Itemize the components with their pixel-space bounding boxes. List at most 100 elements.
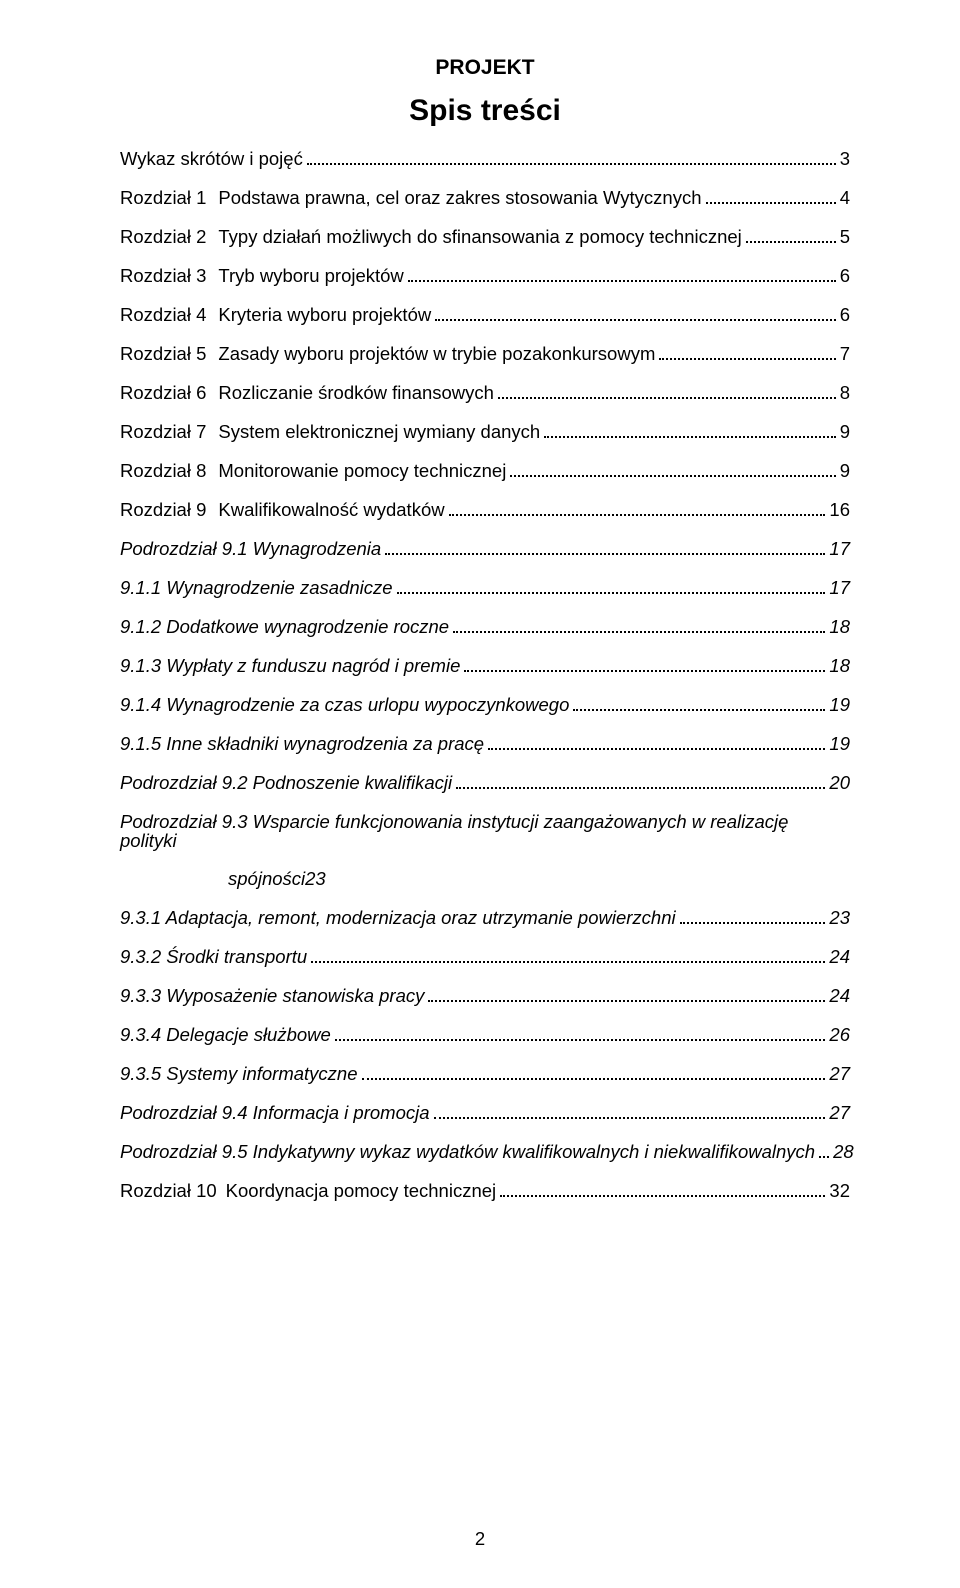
toc-page-number: 5 (840, 228, 850, 247)
toc-title: Spis treści (120, 94, 850, 128)
toc-entry: Rozdział 7 System elektronicznej wymiany … (120, 423, 850, 442)
toc-label: Rozliczanie środków finansowych (218, 384, 494, 403)
toc-entry: 9.1.2 Dodatkowe wynagrodzenie roczne 18 (120, 618, 850, 637)
toc-page-number: 4 (840, 189, 850, 208)
toc-leader (746, 231, 836, 243)
toc-label: System elektronicznej wymiany danych (218, 423, 540, 442)
toc-leader (456, 777, 825, 789)
toc-chapter: Rozdział 1 (120, 189, 206, 208)
toc-leader (408, 270, 836, 282)
toc-label: 9.3.5 Systemy informatyczne (120, 1065, 358, 1084)
toc-leader (498, 387, 836, 399)
toc-entry: Wykaz skrótów i pojęć 3 (120, 150, 850, 169)
toc-page-number: 9 (840, 462, 850, 481)
toc-leader (488, 738, 825, 750)
toc-entry: 9.3.2 Środki transportu24 (120, 948, 850, 967)
toc-page-number: 17 (829, 579, 850, 598)
toc-entry: 9.3.3 Wyposażenie stanowiska pracy 24 (120, 987, 850, 1006)
toc-leader (311, 950, 825, 962)
toc-leader (464, 660, 825, 672)
toc-page-number: 17 (829, 540, 850, 559)
toc-entry: Rozdział 8Monitorowanie pomocy techniczn… (120, 462, 850, 481)
toc-leader (500, 1184, 825, 1196)
toc-page-number: 7 (840, 345, 850, 364)
toc-page-number: 27 (829, 1104, 850, 1123)
toc-page-number: 24 (829, 948, 850, 967)
toc-label: 9.1.3 Wypłaty z funduszu nagród i premie (120, 657, 460, 676)
toc-leader (428, 989, 825, 1001)
toc-page-number: 27 (829, 1065, 850, 1084)
toc-page-number: 32 (829, 1182, 850, 1201)
toc-leader (335, 1028, 826, 1040)
toc-label: 9.3.1 Adaptacja, remont, modernizacja or… (120, 909, 676, 928)
toc-leader (362, 1067, 826, 1079)
toc-entry: 9.1.3 Wypłaty z funduszu nagród i premie… (120, 657, 850, 676)
toc-entry: 9.1.4 Wynagrodzenie za czas urlopu wypoc… (120, 696, 850, 715)
toc-leader (453, 621, 825, 633)
toc-leader (449, 504, 826, 516)
toc-page-number: 3 (840, 150, 850, 169)
toc-chapter: Rozdział 9 (120, 501, 206, 520)
toc-chapter: Rozdział 2 (120, 228, 206, 247)
toc-label: spójności (228, 870, 305, 889)
toc-page-number: 20 (829, 774, 850, 793)
toc-leader (706, 192, 836, 204)
toc-label: Podrozdział 9.5 Indykatywny wykaz wydatk… (120, 1143, 815, 1162)
toc-page-number: 24 (829, 987, 850, 1006)
toc-entry: Rozdział 6 Rozliczanie środków finansowyc… (120, 384, 850, 403)
toc-leader (385, 543, 825, 555)
toc-page-number: 23 (829, 909, 850, 928)
toc-entry: Rozdział 2 Typy działań możliwych do sfin… (120, 228, 850, 247)
page: PROJEKT Spis treści Wykaz skrótów i poję… (0, 0, 960, 1588)
toc-label: Wykaz skrótów i pojęć (120, 150, 303, 169)
toc-label: 9.1.4 Wynagrodzenie za czas urlopu wypoc… (120, 696, 569, 715)
toc-page-number: 26 (829, 1026, 850, 1045)
toc-entry: Rozdział 5 Zasady wyboru projektów w tryb… (120, 345, 850, 364)
toc-entry: Rozdział 1Podstawa prawna, cel oraz zakr… (120, 189, 850, 208)
toc-page-number: 18 (829, 657, 850, 676)
toc-page-number: 6 (840, 306, 850, 325)
toc-entry: Rozdział 4 Kryteria wyboru projektów 6 (120, 306, 850, 325)
toc-label: Zasady wyboru projektów w trybie pozakon… (218, 345, 655, 364)
toc-leader (510, 465, 835, 477)
page-number: 2 (0, 1528, 960, 1550)
toc-page-number: 6 (840, 267, 850, 286)
toc-leader (397, 582, 826, 594)
toc-entry: Podrozdział 9.2 Podnoszenie kwalifikacji… (120, 774, 850, 793)
toc-entry: 9.1.5 Inne składniki wynagrodzenia za pr… (120, 735, 850, 754)
toc-label: Kwalifikowalność wydatków (218, 501, 444, 520)
toc-leader (819, 1145, 829, 1157)
toc-entry: Rozdział 10Koordynacja pomocy techniczne… (120, 1182, 850, 1201)
toc-page-number: 9 (840, 423, 850, 442)
doc-header: PROJEKT (120, 56, 850, 80)
toc-label: Tryb wyboru projektów (218, 267, 403, 286)
toc-page-number: 28 (833, 1143, 854, 1162)
toc-page-number: 16 (829, 501, 850, 520)
toc-chapter: Rozdział 7 (120, 423, 206, 442)
toc-label: 9.1.1 Wynagrodzenie zasadnicze (120, 579, 393, 598)
toc-label: Koordynacja pomocy technicznej (226, 1182, 496, 1201)
toc-page-number: 8 (840, 384, 850, 403)
toc-entry: Podrozdział 9.5 Indykatywny wykaz wydatk… (120, 1143, 850, 1162)
toc-entry: 9.3.1 Adaptacja, remont, modernizacja or… (120, 909, 850, 928)
toc-page-number: 19 (829, 696, 850, 715)
toc-label: Podrozdział 9.4 Informacja i promocja (120, 1104, 430, 1123)
toc-leader (680, 911, 826, 923)
toc-chapter: Rozdział 5 (120, 345, 206, 364)
toc-leader (307, 153, 836, 165)
toc-entry: Podrozdział 9.1 Wynagrodzenia 17 (120, 540, 850, 559)
toc-label: 9.1.2 Dodatkowe wynagrodzenie roczne (120, 618, 449, 637)
toc-leader (434, 1106, 826, 1118)
toc-chapter: Rozdział 4 (120, 306, 206, 325)
toc-page-number: 18 (829, 618, 850, 637)
toc-label: Typy działań możliwych do sfinansowania … (218, 228, 741, 247)
toc-label: 9.3.3 Wyposażenie stanowiska pracy (120, 987, 424, 1006)
toc-label: Podrozdział 9.1 Wynagrodzenia (120, 540, 381, 559)
toc-entry: 9.1.1 Wynagrodzenie zasadnicze 17 (120, 579, 850, 598)
toc-chapter: Rozdział 6 (120, 384, 206, 403)
toc-label: Podrozdział 9.3 Wsparcie funkcjonowania … (120, 813, 850, 850)
toc-chapter: Rozdział 8 (120, 462, 206, 481)
toc-chapter: Rozdział 3 (120, 267, 206, 286)
toc-label: Kryteria wyboru projektów (218, 306, 431, 325)
toc-leader (659, 348, 835, 360)
